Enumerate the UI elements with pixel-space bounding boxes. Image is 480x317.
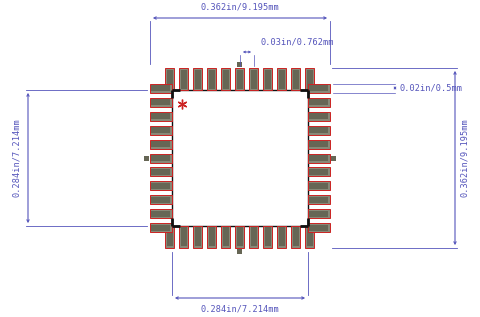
Bar <box>165 226 174 248</box>
Bar <box>307 98 329 107</box>
Bar <box>249 68 258 90</box>
Bar <box>307 167 329 177</box>
Bar <box>306 69 312 88</box>
Bar <box>307 210 329 218</box>
Bar <box>150 139 172 148</box>
Bar <box>309 225 328 231</box>
Text: 0.284in/7.214mm: 0.284in/7.214mm <box>200 305 279 314</box>
Bar <box>263 68 272 90</box>
Bar <box>306 228 312 247</box>
Bar <box>307 139 329 148</box>
Bar <box>235 226 244 248</box>
Bar <box>309 211 328 217</box>
Bar <box>151 99 170 105</box>
Bar <box>309 85 328 91</box>
Bar <box>305 68 314 90</box>
Bar <box>151 211 170 217</box>
Bar <box>151 155 170 161</box>
Bar <box>249 226 258 248</box>
Bar <box>251 69 256 88</box>
Bar <box>278 69 285 88</box>
Bar <box>309 127 328 133</box>
Text: 0.284in/7.214mm: 0.284in/7.214mm <box>12 119 21 197</box>
Bar <box>277 68 286 90</box>
Bar <box>307 196 329 204</box>
Bar <box>209 69 215 88</box>
Bar <box>165 68 174 90</box>
Bar <box>207 68 216 90</box>
Bar <box>307 182 329 191</box>
Bar <box>309 197 328 203</box>
Bar <box>150 196 172 204</box>
Bar <box>251 228 256 247</box>
Bar <box>194 69 201 88</box>
Bar <box>309 113 328 119</box>
Bar <box>193 226 202 248</box>
Bar <box>263 226 272 248</box>
Bar <box>309 169 328 175</box>
Bar <box>193 68 202 90</box>
Bar <box>151 127 170 133</box>
Bar <box>291 68 300 90</box>
Bar <box>179 226 188 248</box>
Bar <box>209 228 215 247</box>
Bar <box>150 112 172 120</box>
Bar <box>151 225 170 231</box>
Bar <box>151 85 170 91</box>
Bar <box>223 228 228 247</box>
Text: 0.02in/0.5mm: 0.02in/0.5mm <box>399 83 462 93</box>
Bar <box>167 228 173 247</box>
Bar <box>330 156 336 160</box>
Bar <box>151 141 170 147</box>
Bar <box>237 249 242 254</box>
Bar <box>278 228 285 247</box>
Bar <box>151 169 170 175</box>
Text: 0.362in/9.195mm: 0.362in/9.195mm <box>459 119 468 197</box>
Bar <box>180 69 187 88</box>
Bar <box>291 226 300 248</box>
Bar <box>309 155 328 161</box>
Bar <box>237 69 242 88</box>
Bar <box>207 226 216 248</box>
Bar <box>144 156 149 160</box>
Bar <box>151 197 170 203</box>
Bar <box>150 153 172 163</box>
Bar <box>150 98 172 107</box>
Bar <box>151 183 170 189</box>
Bar <box>150 126 172 134</box>
Bar <box>237 62 242 67</box>
Bar <box>172 90 307 226</box>
Bar <box>221 226 230 248</box>
Bar <box>150 223 172 232</box>
Bar <box>307 223 329 232</box>
Bar <box>150 167 172 177</box>
Bar <box>180 228 187 247</box>
Bar <box>151 113 170 119</box>
Bar <box>223 69 228 88</box>
Text: 0.03in/0.762mm: 0.03in/0.762mm <box>261 37 334 46</box>
Bar <box>309 141 328 147</box>
Bar <box>264 69 270 88</box>
Bar <box>307 153 329 163</box>
Bar <box>307 126 329 134</box>
Bar <box>307 83 329 93</box>
Bar <box>150 182 172 191</box>
Bar <box>292 228 299 247</box>
Bar <box>309 99 328 105</box>
Bar <box>305 226 314 248</box>
Bar <box>179 68 188 90</box>
Bar <box>307 112 329 120</box>
Bar <box>167 69 173 88</box>
Bar <box>150 83 172 93</box>
Bar <box>277 226 286 248</box>
Bar <box>194 228 201 247</box>
Bar <box>309 183 328 189</box>
Bar <box>150 210 172 218</box>
Bar <box>235 68 244 90</box>
Bar <box>221 68 230 90</box>
Bar <box>264 228 270 247</box>
Bar <box>292 69 299 88</box>
Text: 0.362in/9.195mm: 0.362in/9.195mm <box>200 2 279 11</box>
Bar <box>237 228 242 247</box>
